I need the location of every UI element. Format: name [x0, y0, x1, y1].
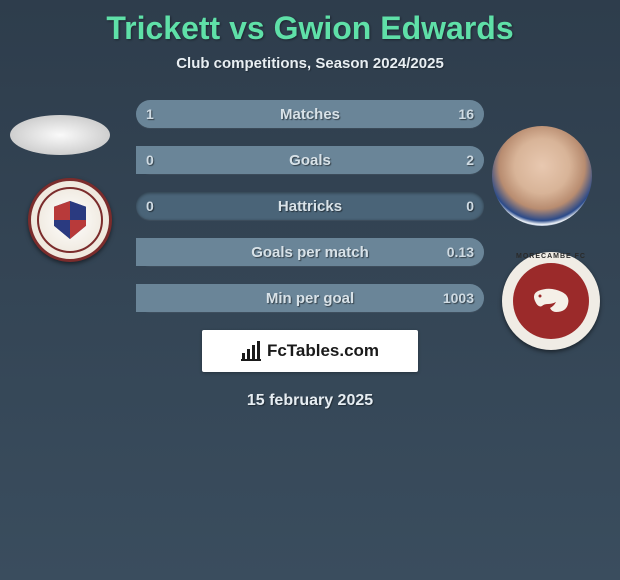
bar-chart-icon	[241, 341, 261, 361]
stat-label: Goals	[289, 152, 331, 169]
stat-label: Min per goal	[266, 290, 354, 307]
stat-value-right: 0.13	[447, 244, 474, 260]
page-subtitle: Club competitions, Season 2024/2025	[0, 55, 620, 72]
stat-value-right: 0	[466, 198, 474, 214]
stat-value-right: 1003	[443, 290, 474, 306]
stat-label: Matches	[280, 106, 340, 123]
stat-row: Min per goal 1003	[136, 284, 484, 312]
stat-value-right: 2	[466, 152, 474, 168]
stat-value-left: 1	[146, 106, 154, 122]
stat-row: 0 Hattricks 0	[136, 192, 484, 220]
stat-row: Goals per match 0.13	[136, 238, 484, 266]
date-label: 15 february 2025	[0, 392, 620, 410]
page-title: Trickett vs Gwion Edwards	[0, 0, 620, 47]
stat-value-left: 0	[146, 198, 154, 214]
brand-link[interactable]: FcTables.com	[202, 330, 418, 372]
stat-label: Hattricks	[278, 198, 342, 215]
stat-label: Goals per match	[251, 244, 369, 261]
stat-row: 1 Matches 16	[136, 100, 484, 128]
stat-value-left: 0	[146, 152, 154, 168]
stat-value-right: 16	[458, 106, 474, 122]
brand-label: FcTables.com	[267, 341, 379, 361]
stats-container: 1 Matches 16 0 Goals 2 0 Hattricks 0 Goals per ma…	[70, 100, 550, 312]
stat-row: 0 Goals 2	[136, 146, 484, 174]
